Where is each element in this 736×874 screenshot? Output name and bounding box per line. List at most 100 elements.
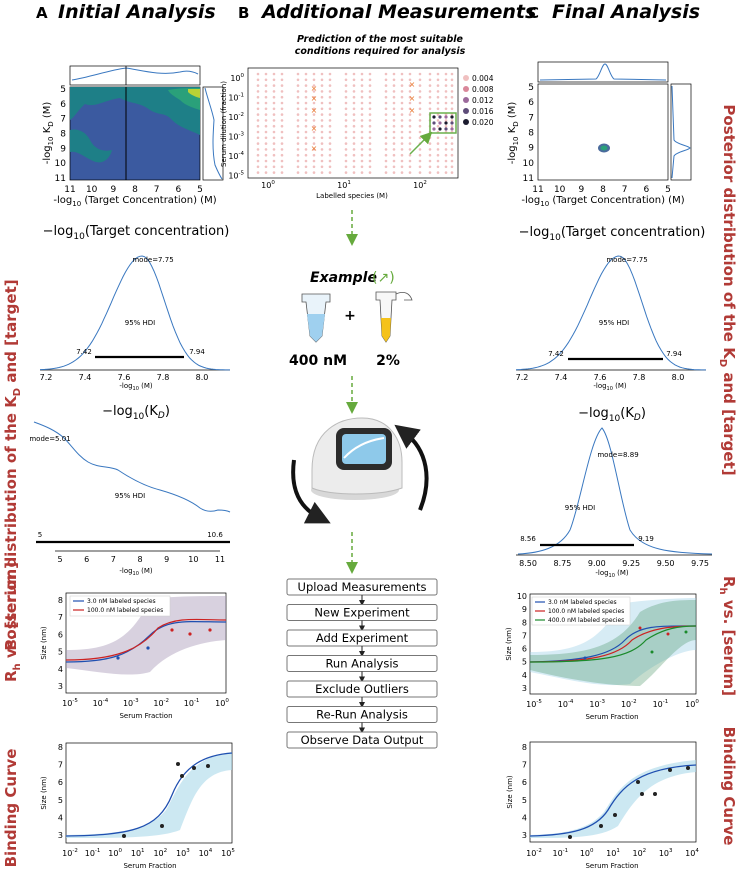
contour-a-x-tick: 5: [197, 185, 203, 195]
pred-dot: [352, 107, 356, 111]
pred-dot: [436, 78, 440, 82]
target-hist-c-x-tick: 8.0: [672, 373, 685, 382]
pred-dot: [408, 72, 412, 76]
pred-dot: [296, 171, 300, 174]
pred-dot: [344, 124, 348, 128]
pred-dot: [296, 119, 300, 122]
pred-dot: [400, 95, 404, 99]
pred-dot: [320, 78, 324, 82]
target-hist-c-x-tick: 7.6: [594, 373, 607, 382]
pred-dot: [272, 95, 276, 99]
pred-dot: [368, 153, 372, 157]
pred-dot: [408, 153, 412, 157]
pred-dot: [256, 113, 260, 116]
target-hist-a: −log10(Target concentration) mode=7.75 9…: [40, 224, 230, 392]
panel-title-a: Initial Analysis: [58, 1, 216, 23]
pred-dot: [312, 124, 316, 128]
pred-dot: [312, 130, 316, 134]
pred-dot: [444, 159, 448, 163]
svg-text:Serum Fraction: Serum Fraction: [123, 862, 176, 870]
target-hist-a-x-tick: 8.0: [196, 373, 209, 382]
pred-dot: [418, 78, 422, 82]
example-serum: 2%: [376, 353, 400, 369]
pred-dot: [312, 84, 316, 87]
pred-dot: [312, 113, 316, 116]
pred-dot: [418, 95, 422, 99]
pred-dot: [264, 153, 268, 157]
pred-dot: [428, 165, 432, 169]
pred-dot: [264, 72, 268, 76]
contour-c-x-tick: 7: [622, 185, 628, 195]
panel-letter-b: B: [238, 4, 249, 22]
pred-dot: [304, 84, 308, 87]
pred-dot: [444, 142, 448, 145]
step-label: Run Analysis: [325, 657, 398, 671]
pred-dot: [428, 136, 432, 140]
contour-a-y-tick: 6: [60, 100, 66, 110]
pred-dot: [408, 159, 412, 163]
pred-dot: [418, 84, 422, 87]
pred-dot: [296, 90, 300, 93]
pred-legend-marker: [463, 75, 469, 81]
step-label: Re-Run Analysis: [316, 708, 408, 722]
pred-dot: [328, 142, 332, 145]
pred-dot: [304, 165, 308, 169]
pred-dot: [368, 90, 372, 93]
svg-text:-log10 KD (M): -log10 KD (M): [507, 102, 520, 165]
pred-dot: [272, 171, 276, 174]
svg-text:Size (nm): Size (nm): [40, 626, 48, 660]
pred-dot: [328, 78, 332, 82]
pred-dot: [408, 119, 412, 122]
target-hist-a-hdi: 95% HDI: [125, 319, 156, 327]
pred-dot: [428, 72, 432, 76]
pred-dot-highlight: [444, 115, 448, 119]
pred-dot: [418, 119, 422, 122]
svg-text:Serum Fraction: Serum Fraction: [585, 862, 638, 870]
binding-plot-a: 8 7 6 5 4 3 10-2 10-1 100 101 102 103 104 105 Serum …: [40, 742, 235, 870]
pred-legend-marker: [463, 108, 469, 114]
rh-c-x-tick: 10-4: [558, 699, 574, 709]
rh-c-x-tick: 10-3: [589, 699, 605, 709]
pred-dot: [280, 72, 284, 76]
pred-dot: [360, 84, 364, 87]
pred-dot: [344, 119, 348, 122]
pred-dot: [392, 136, 396, 140]
pred-dot: [392, 130, 396, 134]
target-hist-a-x-tick: 7.8: [157, 373, 170, 382]
pred-dot: [428, 107, 432, 111]
pred-dot: [428, 84, 432, 87]
bind-c-y-tick: 7: [522, 761, 527, 770]
pred-dot: [272, 78, 276, 82]
pred-dot-highlight: [432, 121, 436, 125]
pred-dot: [352, 101, 356, 105]
bind-c-y-tick: 5: [522, 796, 527, 805]
svg-text:100.0 nM labeled species: 100.0 nM labeled species: [87, 607, 163, 614]
pred-dot: [328, 159, 332, 163]
step-box: [286, 731, 438, 749]
pred-dot: [272, 101, 276, 105]
pred-dot: [296, 148, 300, 151]
pred-dot: [304, 95, 308, 99]
pred-dot: [272, 113, 276, 116]
contour-a-y-tick: 8: [60, 130, 66, 140]
pred-dot: [368, 165, 372, 169]
svg-text:-log10 (Target Concentration): -log10 (Target Concentration) (M): [521, 195, 684, 208]
side-label-posterior-left: Posterior distribution of the KD and [ta…: [2, 279, 23, 650]
pred-dot: [352, 130, 356, 134]
pred-dot: [304, 113, 308, 116]
pred-dot: [352, 136, 356, 140]
contour-a-y-tick: 11: [55, 174, 66, 184]
contour-a-xlabel: -log10 (Target Concentration) (M): [53, 195, 216, 208]
bind-a-y-tick: 3: [58, 831, 63, 840]
pred-dot: [344, 101, 348, 105]
svg-text:−log10(KD): −log10(KD): [578, 406, 646, 424]
contour-c-x-tick: 6: [643, 185, 649, 195]
rh-c-y-tick: 7: [522, 631, 527, 640]
pred-dot: [436, 171, 440, 174]
bind-c-y-tick: 3: [522, 831, 527, 840]
pred-dot: [428, 148, 432, 151]
rh-c-y-tick: 5: [522, 658, 527, 667]
pred-dot: [444, 113, 448, 116]
pred-dot: [344, 107, 348, 111]
pred-dot: [344, 113, 348, 116]
